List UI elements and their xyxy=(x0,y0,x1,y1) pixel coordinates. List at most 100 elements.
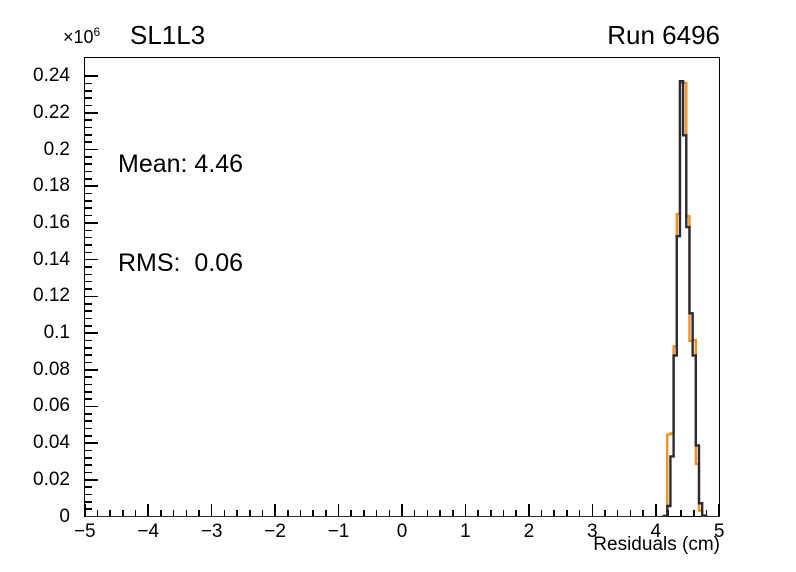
y-tick-major xyxy=(84,258,98,261)
x-tick-major xyxy=(528,503,530,517)
x-tick-minor xyxy=(578,509,581,517)
y-tick-minor xyxy=(84,251,92,254)
y-tick-minor xyxy=(84,214,92,217)
y-tick-minor xyxy=(84,361,92,364)
x-tick-minor xyxy=(477,509,479,517)
x-tick-minor xyxy=(413,509,416,517)
x-tick-minor xyxy=(490,509,492,517)
series-orange-histogram xyxy=(660,81,709,517)
y-tick-major xyxy=(84,442,98,444)
y-tick-minor xyxy=(84,266,92,268)
x-tick-minor xyxy=(96,509,99,517)
exponent-base: ×10 xyxy=(63,27,94,47)
y-tick-minor xyxy=(84,229,92,232)
y-tick-minor xyxy=(84,464,92,466)
x-tick-minor xyxy=(629,509,632,517)
x-tick-minor xyxy=(223,509,226,517)
x-tick-minor xyxy=(160,509,162,517)
y-tick-minor xyxy=(84,178,92,180)
y-tick-minor xyxy=(84,435,92,437)
x-tick-minor xyxy=(540,509,543,517)
y-tick-minor xyxy=(84,82,92,85)
x-tick-label: 2 xyxy=(523,520,535,542)
y-tick-major xyxy=(84,148,98,151)
y-tick-minor xyxy=(84,192,92,195)
x-tick-label: 4 xyxy=(650,520,662,542)
x-tick-major xyxy=(591,503,594,517)
y-tick-minor xyxy=(84,427,92,430)
x-tick-minor xyxy=(451,509,454,517)
x-tick-major xyxy=(401,503,403,517)
x-tick-major xyxy=(147,503,150,517)
x-tick-minor xyxy=(375,509,378,517)
y-tick-label: 0.24 xyxy=(33,65,70,87)
y-tick-minor xyxy=(84,493,92,496)
y-tick-minor xyxy=(84,398,92,400)
stats-annotation: Mean: 4.46 RMS: 0.06 xyxy=(118,82,243,346)
y-tick-minor xyxy=(84,119,92,121)
y-tick-minor xyxy=(84,420,92,422)
x-tick-minor xyxy=(236,509,238,517)
x-tick-label: 0 xyxy=(396,520,408,542)
y-tick-major xyxy=(84,185,98,188)
y-tick-minor xyxy=(84,97,92,99)
y-tick-minor xyxy=(84,207,92,210)
x-tick-minor xyxy=(642,509,644,517)
x-tick-minor xyxy=(705,509,708,517)
x-tick-minor xyxy=(426,509,429,517)
x-tick-minor xyxy=(388,509,391,517)
y-tick-minor xyxy=(84,104,92,107)
y-tick-minor xyxy=(84,501,92,503)
x-tick-minor xyxy=(299,509,302,517)
x-tick-minor xyxy=(312,509,314,517)
x-tick-major xyxy=(210,503,213,517)
x-tick-major xyxy=(274,503,276,517)
y-tick-minor xyxy=(84,244,92,246)
y-tick-label: 0.18 xyxy=(33,175,70,197)
page-title: SL1L3 xyxy=(130,20,206,50)
x-tick-minor xyxy=(261,509,264,517)
x-tick-minor xyxy=(515,509,517,517)
y-tick-minor xyxy=(84,346,92,349)
histogram-svg xyxy=(85,79,720,517)
plot-area xyxy=(85,58,720,517)
y-tick-minor xyxy=(84,273,92,276)
x-tick-label: 3 xyxy=(587,520,598,542)
y-tick-minor xyxy=(84,163,92,166)
y-tick-label: 0.02 xyxy=(33,468,70,490)
x-tick-minor xyxy=(122,509,124,517)
x-tick-label: −1 xyxy=(327,520,350,542)
stats-rms: RMS: 0.06 xyxy=(118,249,244,277)
y-tick-minor xyxy=(84,200,92,202)
x-tick-minor xyxy=(134,509,137,517)
y-tick-minor xyxy=(84,90,92,92)
y-tick-minor xyxy=(84,449,92,452)
y-tick-minor xyxy=(84,457,92,459)
y-tick-minor xyxy=(84,324,92,327)
x-tick-minor xyxy=(287,509,289,517)
y-tick-minor xyxy=(84,413,92,415)
y-tick-minor xyxy=(84,302,92,305)
x-tick-major xyxy=(654,503,657,517)
y-tick-minor xyxy=(84,354,92,356)
x-tick-minor xyxy=(363,509,365,517)
x-tick-label: −4 xyxy=(137,520,160,542)
y-tick-minor xyxy=(84,288,92,290)
x-tick-minor xyxy=(553,509,556,517)
y-tick-major xyxy=(84,368,98,371)
x-tick-minor xyxy=(172,509,175,517)
y-tick-major xyxy=(84,332,98,334)
x-tick-minor xyxy=(693,509,695,517)
y-tick-major xyxy=(84,295,98,298)
y-tick-label: 0.2 xyxy=(43,138,70,160)
y-tick-major xyxy=(84,112,98,114)
stats-mean: Mean: 4.46 xyxy=(118,150,244,178)
y-tick-minor xyxy=(84,310,92,312)
y-tick-minor xyxy=(84,141,92,143)
y-tick-label: 0.1 xyxy=(43,322,70,344)
y-tick-label: 0.04 xyxy=(33,432,70,454)
y-tick-minor xyxy=(84,156,92,158)
x-tick-major xyxy=(337,503,340,517)
